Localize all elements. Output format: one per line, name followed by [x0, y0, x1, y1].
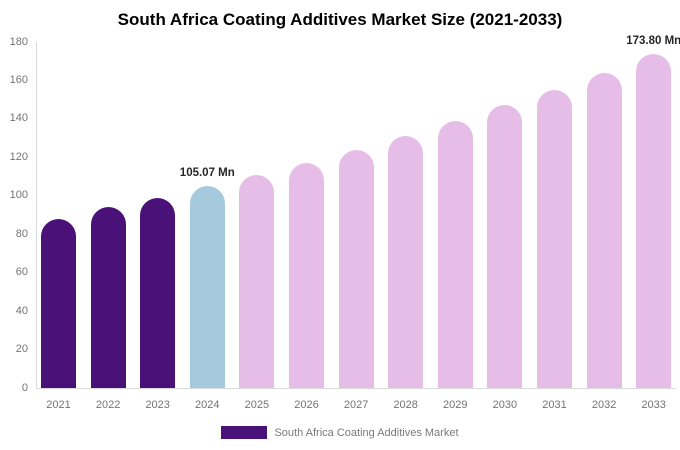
x-tick-label-2022: 2022: [95, 399, 121, 411]
y-tick-label-160: 160: [9, 73, 28, 86]
y-tick-label-0: 0: [21, 381, 28, 394]
bar-2031: [537, 90, 572, 388]
bar-2028: [388, 136, 424, 388]
bar-2022: [90, 207, 126, 388]
x-tick-label-2033: 2033: [641, 399, 666, 411]
x-tick-label-2028: 2028: [393, 399, 418, 411]
x-tick-label-2032: 2032: [591, 399, 617, 411]
legend-swatch: [221, 426, 268, 439]
x-tick-label-2021: 2021: [46, 399, 71, 411]
bar-2025: [239, 174, 275, 388]
value-annotation-2033: 173.80 Mn: [626, 34, 680, 47]
y-tick-label-40: 40: [15, 304, 28, 317]
x-axis-line: [36, 388, 676, 389]
y-tick-label-100: 100: [9, 189, 28, 202]
y-tick-label-60: 60: [15, 266, 28, 279]
y-axis-line: [36, 42, 37, 388]
x-tick-label-2026: 2026: [294, 399, 319, 411]
y-tick-label-140: 140: [9, 112, 28, 125]
chart-title: South Africa Coating Additives Market Si…: [117, 10, 563, 29]
bar-2033: [636, 53, 672, 388]
x-tick-label-2031: 2031: [542, 399, 567, 411]
bar-2021: [41, 218, 76, 388]
y-tick-label-180: 180: [9, 35, 28, 48]
value-annotation-2024: 105.07 Mn: [179, 167, 235, 180]
y-tick-label-80: 80: [15, 227, 28, 240]
bar-2029: [437, 120, 473, 388]
bar-2024: [189, 186, 225, 388]
x-tick-label-2027: 2027: [343, 399, 369, 411]
y-tick-label-120: 120: [9, 150, 28, 163]
x-tick-label-2023: 2023: [145, 399, 170, 411]
x-tick-label-2030: 2030: [492, 399, 518, 411]
legend: South Africa Coating Additives Market: [0, 426, 680, 439]
x-tick-label-2025: 2025: [244, 399, 270, 411]
bar-2023: [140, 197, 176, 388]
bar-2027: [338, 149, 374, 388]
y-tick-label-20: 20: [15, 343, 28, 356]
bar-2030: [487, 105, 523, 388]
bar-2032: [586, 72, 622, 388]
legend-label: South Africa Coating Additives Market: [274, 426, 459, 439]
x-tick-label-2024: 2024: [195, 399, 220, 411]
x-tick-label-2029: 2029: [443, 399, 468, 411]
bar-2026: [289, 163, 324, 388]
